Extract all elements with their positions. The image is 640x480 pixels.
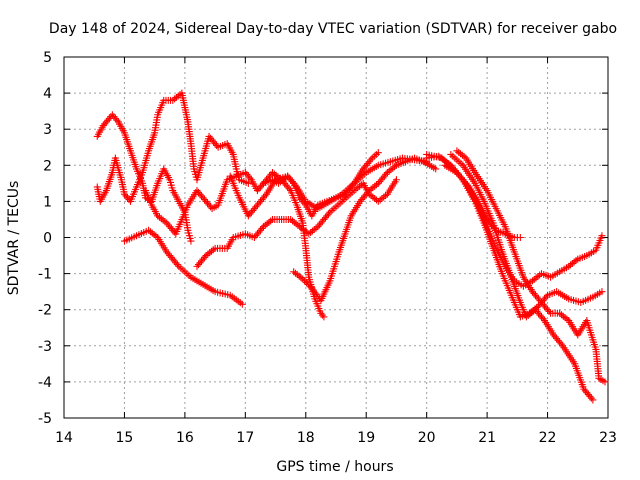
- x-tick-label: 22: [539, 430, 557, 446]
- y-tick-label: 2: [43, 158, 52, 174]
- data-point-plus-marker: [516, 234, 524, 241]
- data-point-plus-marker: [601, 378, 609, 386]
- data-point-plus-marker: [238, 300, 246, 308]
- x-tick-label: 15: [116, 430, 134, 446]
- x-tick-label: 21: [478, 430, 496, 446]
- y-tick-label: -1: [38, 267, 52, 283]
- y-tick-label: 5: [43, 50, 52, 66]
- series-arc-13: [441, 161, 524, 241]
- y-tick-label: 1: [43, 194, 52, 210]
- x-tick-label: 20: [418, 430, 436, 446]
- data-point-plus-marker: [598, 232, 606, 240]
- data-point-plus-marker: [187, 237, 195, 245]
- y-tick-label: -3: [38, 339, 52, 355]
- y-tick-label: 0: [43, 231, 52, 247]
- data-point-plus-marker: [392, 176, 400, 184]
- y-axis-tick-labels: -5 -4 -3 -2 -1 0 1 2 3 4 5: [38, 50, 52, 427]
- data-series: [93, 89, 609, 404]
- x-axis-label: GPS time / hours: [276, 459, 393, 475]
- x-tick-label: 17: [236, 430, 254, 446]
- data-point-plus-marker: [589, 396, 597, 404]
- data-point-plus-marker: [244, 179, 252, 187]
- data-point-plus-marker: [598, 288, 606, 296]
- y-tick-label: -2: [38, 303, 52, 319]
- y-tick-label: -4: [38, 375, 52, 391]
- x-tick-label: 23: [599, 430, 617, 446]
- x-axis-tick-labels: 14 15 16 17 18 19 20 21 22 23: [55, 430, 617, 446]
- series-arc-2: [93, 89, 252, 205]
- series-line: [426, 153, 603, 287]
- y-tick-label: 4: [43, 86, 52, 102]
- x-tick-label: 16: [176, 430, 194, 446]
- x-tick-label: 14: [55, 430, 73, 446]
- data-point-plus-marker: [374, 149, 382, 157]
- series-arc-1: [93, 111, 195, 245]
- series-arc-12: [453, 147, 609, 386]
- y-axis-label: SDTVAR / TECUs: [6, 181, 22, 296]
- series-arc-8: [226, 154, 431, 220]
- y-tick-label: 3: [43, 122, 52, 138]
- x-tick-label: 18: [297, 430, 315, 446]
- y-tick-label: -5: [38, 411, 52, 427]
- x-tick-label: 19: [357, 430, 375, 446]
- data-point-plus-marker: [432, 165, 440, 173]
- chart-title: Day 148 of 2024, Sidereal Day-to-day VTE…: [49, 21, 617, 37]
- data-point-plus-marker: [320, 313, 328, 321]
- series-arc-3: [120, 226, 246, 308]
- grid-lines: [64, 57, 608, 418]
